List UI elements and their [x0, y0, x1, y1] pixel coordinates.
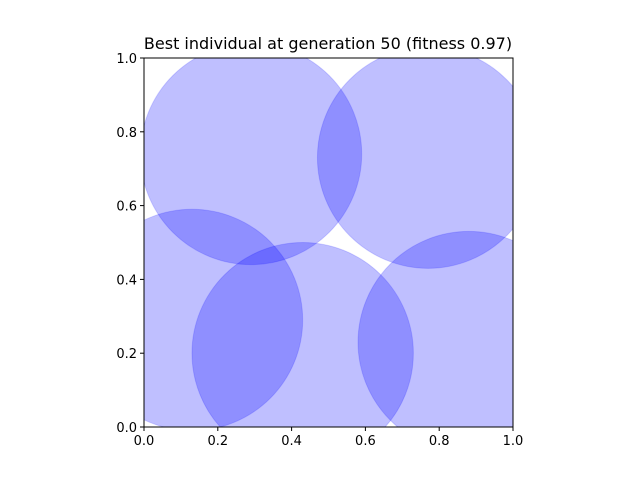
x-axis: 0.0 0.2 0.4 0.6 0.8 1.0: [134, 427, 524, 449]
y-tick-label: 0.6: [116, 200, 137, 215]
y-axis: 0.0 0.2 0.4 0.6 0.8 1.0: [116, 52, 144, 436]
x-tick-label: 0.0: [134, 434, 155, 449]
y-tick-label: 0.8: [116, 126, 137, 141]
x-tick-label: 0.8: [429, 434, 450, 449]
circles-layer: [144, 58, 513, 427]
x-tick-label: 0.4: [281, 434, 302, 449]
chart-title: Best individual at generation 50 (fitnes…: [144, 34, 512, 53]
y-tick-label: 0.4: [116, 273, 137, 288]
circle-1: [144, 58, 363, 266]
y-tick-label: 0.0: [116, 421, 137, 436]
circle-4: [191, 242, 414, 427]
circle-5: [357, 230, 513, 427]
circle-3: [144, 208, 304, 427]
y-tick-label: 1.0: [116, 52, 137, 67]
x-tick-label: 0.6: [355, 434, 376, 449]
plot-frame: [143, 57, 514, 428]
x-tick-label: 0.2: [207, 434, 228, 449]
circle-2: [316, 58, 513, 269]
y-tick-label: 0.2: [116, 347, 137, 362]
x-tick-label: 1.0: [503, 434, 524, 449]
